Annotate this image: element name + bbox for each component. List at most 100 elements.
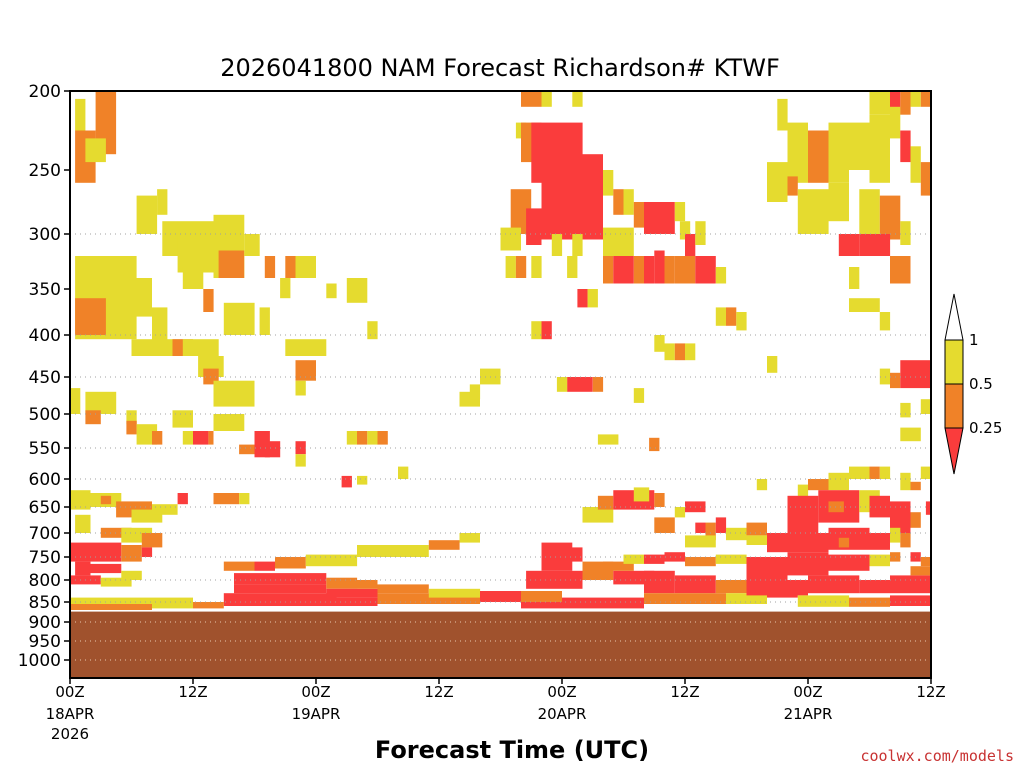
heatmap-cell <box>746 557 788 580</box>
heatmap-cell <box>664 343 675 361</box>
heatmap-cell <box>223 561 255 571</box>
heatmap-cell <box>505 256 516 278</box>
heatmap-cell <box>377 584 429 594</box>
y-tick-label: 950 <box>29 632 61 652</box>
heatmap-cell <box>285 256 296 278</box>
heatmap-cell <box>428 588 481 598</box>
heatmap-cell <box>177 493 188 505</box>
heatmap-cell <box>367 321 378 340</box>
heatmap-cell <box>838 234 860 256</box>
heatmap-cell <box>213 414 245 431</box>
heatmap-cell <box>746 522 767 536</box>
y-tick-label: 200 <box>29 82 61 102</box>
heatmap-cell <box>859 580 891 594</box>
heatmap-cell <box>890 106 901 139</box>
heatmap-cell <box>157 189 168 215</box>
heatmap-cell <box>541 91 552 107</box>
heatmap-cell <box>890 91 901 115</box>
heatmap-cell <box>100 527 132 538</box>
heatmap-cell <box>705 522 716 541</box>
heatmap-cell <box>562 597 644 609</box>
heatmap-cell <box>100 495 112 505</box>
x-tick-label: 12Z <box>178 683 207 701</box>
heatmap-cell <box>674 575 716 594</box>
heatmap-cell <box>623 189 634 215</box>
y-tick-label: 500 <box>29 405 61 425</box>
heatmap-cell <box>695 221 706 245</box>
heatmap-cell <box>597 495 614 510</box>
heatmap-cell <box>459 533 480 543</box>
heatmap-cell <box>367 431 378 445</box>
heatmap-cell <box>736 312 747 331</box>
heatmap-cell <box>572 91 583 107</box>
heatmap-cell <box>828 472 849 491</box>
heatmap-cell <box>685 234 696 256</box>
x-axis-ticks: 00Z 18APR 2026 12Z 00Z 19APR 12Z 00Z 20APR 12Z 00Z… <box>46 678 946 743</box>
heatmap-cell <box>715 517 727 533</box>
heatmap-cell <box>920 466 932 479</box>
heatmap-cell <box>715 554 747 564</box>
heatmap-cell <box>126 410 137 425</box>
heatmap-cell <box>890 527 901 543</box>
x-tick-label: 12Z <box>670 683 699 701</box>
heatmap-cell <box>398 466 409 479</box>
heatmap-cell <box>869 91 890 115</box>
heatmap-cell <box>341 475 352 488</box>
heatmap-cell <box>797 595 850 607</box>
heatmap-cell <box>869 533 890 550</box>
heatmap-cell <box>623 554 644 564</box>
heatmap-cell <box>603 561 634 571</box>
heatmap-cell <box>131 278 152 317</box>
heatmap-cell <box>551 234 563 256</box>
heatmap-cell <box>644 593 726 604</box>
heatmap-cell <box>346 278 368 303</box>
x-tick-label: 00Z <box>55 683 84 701</box>
heatmap-cell <box>910 146 921 183</box>
heatmap-cell <box>633 388 645 403</box>
heatmap-cell <box>526 208 542 245</box>
heatmap-cell <box>567 377 593 392</box>
heatmap-cell <box>280 278 291 299</box>
heatmap-cell <box>925 501 931 515</box>
ground-layer <box>70 611 931 678</box>
heatmap-cell <box>695 522 706 533</box>
heatmap-cell <box>377 431 388 445</box>
heatmap-cell <box>910 512 921 528</box>
heatmap-cell <box>521 91 542 107</box>
heatmap-cell <box>869 495 890 518</box>
heatmap-cell <box>469 384 481 400</box>
heatmap-cell <box>767 356 778 373</box>
heatmap-cell <box>900 360 932 389</box>
ground-fill <box>70 611 931 678</box>
heatmap-cell <box>900 472 911 491</box>
heatmap-cell <box>213 493 240 505</box>
heatmap-cell <box>75 514 91 533</box>
heatmap-cell <box>603 256 614 284</box>
heatmap-cell <box>715 267 727 284</box>
colorbar-label: 0.25 <box>969 419 1002 437</box>
heatmap-cell <box>685 535 716 548</box>
heatmap-cell <box>131 339 183 356</box>
heatmap-cell <box>767 162 788 202</box>
heatmap-cell <box>920 162 932 196</box>
heatmap-cell <box>726 593 767 604</box>
heatmap-cell <box>295 380 306 396</box>
heatmap-cell <box>152 307 168 344</box>
heatmap-cell <box>182 339 219 356</box>
heatmap-cell <box>633 487 650 502</box>
heatmap-cell <box>259 307 270 335</box>
heatmap-cell <box>674 343 686 361</box>
heatmap-cell <box>890 372 901 389</box>
y-tick-label: 250 <box>29 161 61 181</box>
heatmap-cell <box>603 227 634 256</box>
heatmap-cell <box>562 547 583 562</box>
heatmap-cell <box>920 557 932 567</box>
x-tick-label: 12Z <box>424 683 453 701</box>
heatmap-cell <box>679 221 691 240</box>
x-tick-date: 20APR <box>538 705 587 723</box>
heatmap-cell <box>746 580 808 596</box>
heatmap-cell <box>70 604 152 610</box>
heatmap-cell <box>828 501 844 513</box>
heatmap-cell <box>305 554 358 567</box>
